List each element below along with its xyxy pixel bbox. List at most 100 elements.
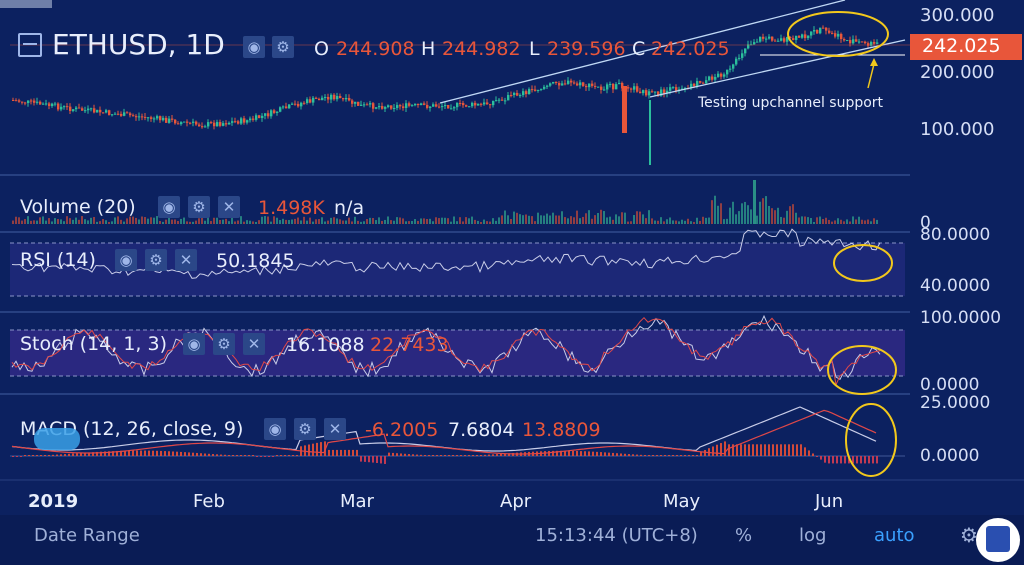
macd-hist-bar (72, 453, 74, 456)
volume-bar (510, 219, 512, 224)
macd-hist-bar (664, 455, 666, 456)
macd-hist-bar (216, 454, 218, 456)
candle (804, 34, 807, 39)
candle (738, 57, 741, 59)
volume-bar (735, 214, 737, 224)
candle (414, 103, 417, 106)
volume-bar (498, 217, 500, 224)
stoch-tick-100: 100.0000 (920, 308, 1002, 328)
date-range-button[interactable]: Date Range (34, 525, 140, 546)
settings-gear-icon[interactable]: ⚙ (960, 523, 978, 547)
rsi-eye-icon[interactable]: ◉ (115, 249, 137, 271)
volume-bar (54, 218, 56, 224)
macd-hist-bar (96, 451, 98, 456)
volume-bar (600, 209, 602, 224)
volume-eye-icon[interactable]: ◉ (158, 196, 180, 218)
volume-bar (66, 216, 68, 224)
gear-icon[interactable]: ⚙ (272, 36, 294, 58)
volume-bar (411, 221, 413, 224)
candle (747, 44, 750, 49)
volume-bar (711, 200, 713, 224)
ohlc-low-label: L (529, 38, 540, 60)
macd-wave-icon[interactable] (34, 428, 80, 450)
stoch-close-icon[interactable]: ✕ (243, 333, 265, 355)
macd-macd-value: 7.6804 (448, 419, 515, 441)
macd-hist-bar (320, 442, 322, 456)
volume-gear-icon[interactable]: ⚙ (188, 196, 210, 218)
candle (30, 100, 33, 102)
volume-bar (360, 221, 362, 224)
macd-hist-bar (64, 454, 66, 456)
candle (87, 108, 90, 111)
candle (435, 104, 438, 107)
volume-bar (663, 221, 665, 224)
stoch-eye-icon[interactable]: ◉ (183, 333, 205, 355)
channel-lower-line[interactable] (649, 39, 906, 98)
candle (735, 58, 738, 65)
macd-eye-icon[interactable]: ◉ (264, 418, 286, 440)
channel-upper-line[interactable] (439, 0, 846, 104)
volume-bar (705, 217, 707, 224)
candle (684, 87, 687, 89)
rsi-gear-icon[interactable]: ⚙ (145, 249, 167, 271)
macd-hist-bar (676, 455, 678, 456)
macd-gear-icon[interactable]: ⚙ (294, 418, 316, 440)
collapse-icon[interactable] (18, 33, 42, 57)
candle (150, 117, 153, 119)
ohlc-high-value: 244.982 (442, 38, 521, 60)
macd-hist-bar (452, 455, 454, 456)
candle (603, 89, 606, 91)
macd-hist-bar (268, 456, 270, 457)
volume-close-icon[interactable]: ✕ (218, 196, 240, 218)
macd-hist-bar (824, 456, 826, 463)
macd-hist-bar (420, 454, 422, 456)
volume-bar (348, 217, 350, 224)
auto-toggle[interactable]: auto (874, 525, 915, 546)
volume-bar (105, 220, 107, 224)
macd-hist-bar (48, 455, 50, 456)
candle (660, 89, 663, 96)
candle (561, 83, 564, 86)
x-tick-mar: Mar (340, 491, 374, 512)
candle (189, 122, 192, 124)
stoch-gear-icon[interactable]: ⚙ (213, 333, 235, 355)
volume-bar (288, 220, 290, 224)
candle (192, 121, 195, 123)
macd-close-icon[interactable]: ✕ (324, 418, 346, 440)
candle (622, 86, 627, 133)
volume-bar (333, 217, 335, 224)
top-tab[interactable] (0, 0, 52, 8)
candle (723, 74, 726, 77)
macd-hist-bar (148, 450, 150, 456)
volume-bar (447, 218, 449, 224)
macd-hist-bar (240, 455, 242, 456)
macd-hist-bar (468, 455, 470, 456)
macd-hist-bar (556, 450, 558, 456)
volume-bar (660, 217, 662, 224)
candle (828, 30, 831, 33)
volume-bar (207, 216, 209, 224)
volume-bar (522, 215, 524, 224)
log-toggle[interactable]: log (799, 525, 827, 546)
candle (51, 103, 54, 107)
candle (873, 41, 876, 44)
eye-icon[interactable]: ◉ (243, 36, 265, 58)
candle (213, 122, 216, 127)
volume-bar (114, 217, 116, 224)
macd-hist-bar (600, 452, 602, 456)
volume-na: n/a (334, 197, 365, 219)
volume-bar (294, 218, 296, 224)
candle (453, 107, 456, 109)
percent-toggle[interactable]: % (735, 525, 753, 546)
logo-badge (976, 518, 1020, 562)
rsi-close-icon[interactable]: ✕ (175, 249, 197, 271)
candle (555, 81, 558, 83)
macd-hist-bar (464, 455, 466, 456)
candle (690, 83, 693, 88)
volume-bar (750, 209, 752, 224)
macd-hist-bar (348, 449, 350, 456)
macd-hist-bar (592, 451, 594, 456)
volume-bar (570, 216, 572, 224)
candle (792, 38, 795, 40)
